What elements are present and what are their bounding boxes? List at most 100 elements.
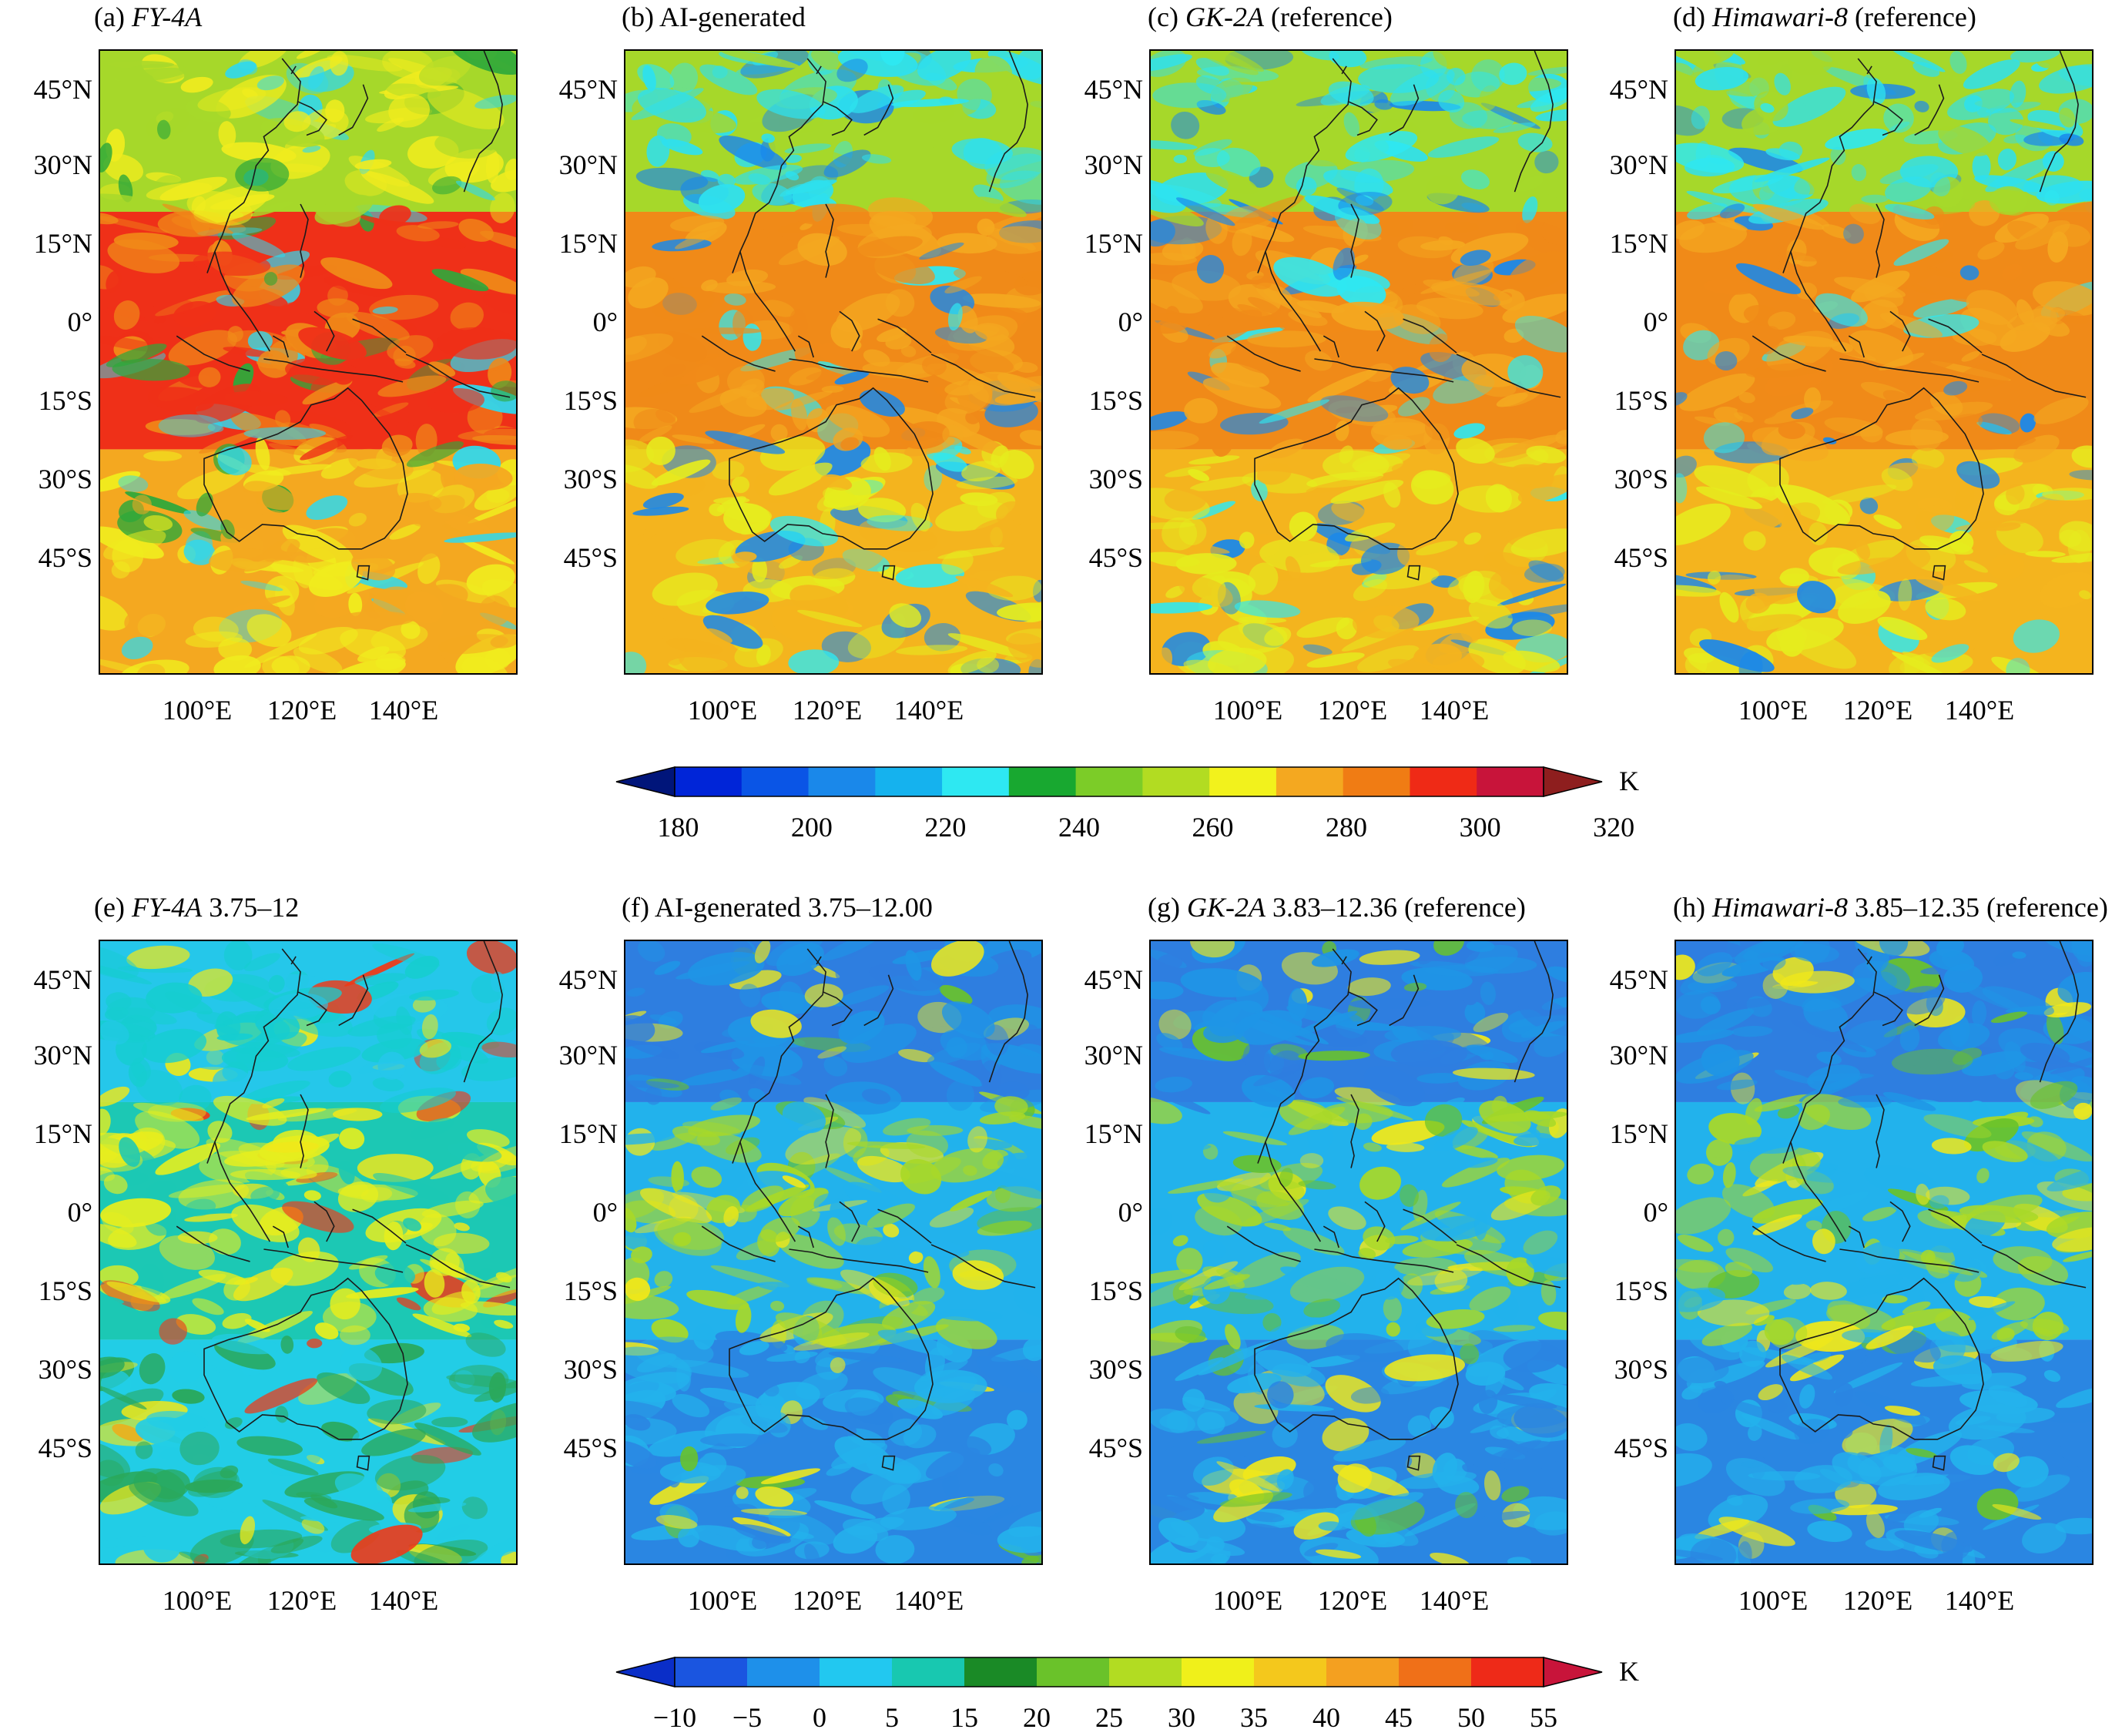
coastline [206,948,301,1164]
colorbar-segment [1399,1657,1472,1687]
lon-tick-label: 140°E [893,695,964,726]
coastline [839,1201,860,1242]
lon-tick-label: 120°E [792,1585,863,1616]
lon-tick-label: 140°E [1419,1585,1490,1616]
lat-tick-label: 30°S [1088,464,1143,494]
lat-tick-label: 45°N [33,964,92,995]
coastline [1848,335,1865,358]
coastline [176,335,250,372]
coastline [338,84,369,136]
panel-d-title: (d) Himawari-8 (reference) [1673,2,1976,32]
coastline [1889,1201,1911,1242]
coastline [263,358,404,383]
coastline [1406,1455,1421,1471]
colorbar-segment [892,1657,965,1687]
coastline [1254,387,1459,550]
lon-tick-label: 120°E [1317,1585,1388,1616]
coastline [1928,318,1983,354]
coastline [356,565,370,581]
cloud-texture [100,51,516,673]
coastline [1389,84,1420,136]
coastline [1322,335,1339,358]
lat-tick-label: 15°S [1614,1275,1668,1306]
panel-a-title: (a) FY-4A [94,2,203,32]
colorbar-segment [675,767,743,796]
colorbar-tick-label: 220 [924,812,967,843]
lat-tick-label: 15°S [1088,1275,1143,1306]
coastline [822,100,853,136]
satellite-image [625,941,1041,1563]
coastline [797,335,814,358]
coastline [1782,948,1877,1164]
coastline [1314,1248,1454,1273]
coastline [1981,354,2087,398]
coastline [214,1141,271,1242]
colorbar-segment [964,1657,1038,1687]
map-panel-b [624,49,1043,675]
colorbar-tick-label: 50 [1457,1702,1485,1733]
lat-tick-label: 15°S [38,1275,92,1306]
coastline [1914,84,1945,136]
lat-tick-label: 15°N [558,1118,618,1149]
colorbar-graphic [615,766,1603,797]
colorbar-tick-label: −10 [652,1702,697,1733]
colorbar-outline [674,766,1544,797]
cloud-texture [1676,941,2092,1563]
coastline [732,948,826,1164]
coastline [825,1094,834,1168]
coastline [930,1244,1036,1289]
coastline [2039,941,2079,1083]
coastline [729,387,934,550]
colorbar-segment [1410,767,1477,796]
coastline [1389,974,1420,1027]
coastline [1872,990,1903,1027]
coastline [214,251,271,352]
satellite-image [1676,941,2092,1563]
coastline [1752,1225,1826,1262]
coastline [1790,1141,1847,1242]
colorbar-high-extension [1543,1657,1603,1687]
colorbar-tick-label: 55 [1530,1702,1557,1733]
satellite-image [1676,51,2092,673]
satellite-image [1151,941,1567,1563]
panel-e-title: (e) FY-4A 3.75–12 [94,892,300,923]
map-panel-d [1674,49,2094,675]
lat-tick-label: 30°N [1609,149,1668,180]
coastline [732,58,826,273]
coastlines [701,941,1036,1471]
lat-tick-label: 45°S [1088,1433,1143,1463]
lat-tick-label: 45°S [1088,542,1143,573]
colorbar-tick-label: 45 [1385,1702,1413,1733]
colorbar-segment [1182,1657,1255,1687]
coastline [816,65,822,75]
coastlines [1752,51,2087,581]
lat-tick-label: 15°S [563,385,618,416]
coastline [1514,941,1554,1083]
panel-h-title: (h) Himawari-8 3.85–12.35 (reference) [1673,892,2108,923]
colorbar-segment [875,767,943,796]
coastline [739,1141,796,1242]
panel-b-title: (b) AI-generated [622,2,806,32]
coastline [1914,974,1945,1027]
lat-tick-label: 30°N [558,149,618,180]
colorbar-unit: K [1619,1656,1639,1687]
coastline [352,318,407,354]
colorbar-segment [741,767,810,796]
coastlines [1226,941,1561,1471]
lon-tick-label: 140°E [1944,1585,2015,1616]
colorbar-tick-label: 30 [1168,1702,1195,1733]
lat-tick-label: 0° [592,1197,618,1228]
coastline [789,1248,929,1273]
coastline [729,1277,934,1440]
lat-tick-label: 45°N [558,74,618,105]
lat-tick-label: 45°N [33,74,92,105]
lat-tick-label: 15°N [33,228,92,259]
coastline [789,358,929,383]
lat-tick-label: 15°S [1088,385,1143,416]
lat-tick-label: 15°S [38,385,92,416]
coastline [1322,1225,1339,1248]
lon-tick-label: 140°E [368,1585,439,1616]
coastline [1347,100,1378,136]
map-panel-g [1149,940,1568,1565]
lat-tick-label: 45°S [563,1433,618,1463]
